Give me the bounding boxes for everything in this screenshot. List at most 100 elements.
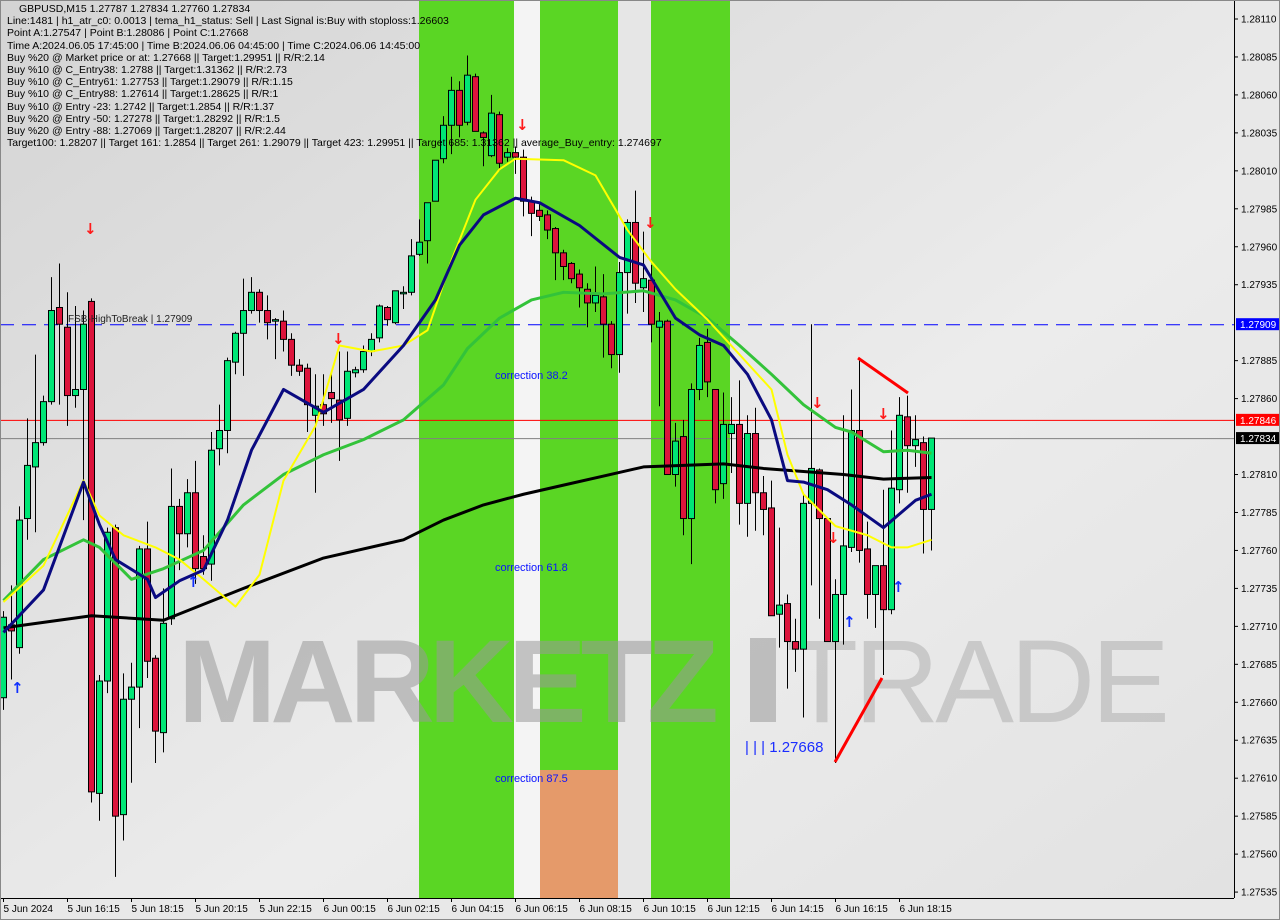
bull-candle-body <box>184 492 191 535</box>
candle <box>88 298 95 803</box>
x-tick-label: 5 Jun 16:15 <box>68 904 121 915</box>
bull-candle-body <box>128 686 135 700</box>
bull-candle-body <box>392 290 399 324</box>
bear-candle-body <box>152 657 159 732</box>
x-tick-label: 6 Jun 14:15 <box>772 904 825 915</box>
y-tick-label: 1.27610 <box>1241 774 1278 785</box>
candle <box>40 395 47 446</box>
bear-candle-body <box>736 423 743 504</box>
candle <box>624 219 631 314</box>
candle <box>656 312 663 407</box>
bull-candle-body <box>408 255 415 293</box>
x-tick-label: 6 Jun 04:15 <box>452 904 505 915</box>
trendline-up[interactable] <box>833 677 884 763</box>
candle <box>448 76 455 155</box>
candle <box>912 415 919 467</box>
candle <box>432 159 439 202</box>
bull-candle-body <box>232 332 239 363</box>
bear-candle-body <box>112 527 119 817</box>
bull-candle-body <box>208 449 215 565</box>
light-stripe <box>618 0 651 898</box>
trendline-down[interactable] <box>857 356 909 395</box>
x-tick-label: 6 Jun 10:15 <box>644 904 697 915</box>
candle <box>568 261 575 284</box>
bear-candle-body <box>768 507 775 617</box>
y-tick-label: 1.27560 <box>1241 850 1278 861</box>
candle <box>920 436 927 554</box>
sell-arrow-icon: ↓ <box>644 214 657 232</box>
info-line: Buy %10 @ C_Entry38: 1.2788 || Target:1.… <box>7 64 287 77</box>
info-line: Buy %20 @ Entry -88: 1.27069 || Target:1… <box>7 125 286 138</box>
candle <box>816 468 823 619</box>
info-line: Buy %20 @ Entry -50: 1.27278 || Target:1… <box>7 112 280 125</box>
bear-candle-body <box>288 338 295 366</box>
bear-candle-body <box>304 367 311 406</box>
y-tick-label: 1.27760 <box>1241 546 1278 557</box>
candle <box>776 527 783 648</box>
ma-line-ma_green <box>2 289 932 602</box>
sell-arrow-icon: ↓ <box>877 405 890 423</box>
bear-candle-body <box>336 399 343 421</box>
bull-candle-body <box>840 545 847 595</box>
ma-line-ma_yellow <box>2 157 932 608</box>
sell-arrow-icon: ↓ <box>332 330 345 348</box>
x-tick-label: 6 Jun 18:15 <box>900 904 953 915</box>
correction-38-label: correction 38.2 <box>495 370 568 382</box>
bull-candle-body <box>160 622 167 734</box>
time-axis[interactable]: 5 Jun 2024 5 Jun 16:15 5 Jun 18:15 5 Jun 20… <box>3 898 953 915</box>
bull-candle-body <box>688 388 695 520</box>
candle <box>552 227 559 281</box>
x-tick-label: 5 Jun 22:15 <box>260 904 313 915</box>
candle <box>592 266 599 313</box>
bear-candle-body <box>632 221 639 284</box>
candle <box>224 357 231 454</box>
candle <box>176 498 183 571</box>
candle <box>240 278 247 376</box>
candle <box>864 521 871 619</box>
candle <box>344 351 351 426</box>
candle <box>232 331 239 375</box>
candle <box>720 392 727 499</box>
x-tick-label: 6 Jun 12:15 <box>708 904 761 915</box>
candle <box>784 594 791 689</box>
bull-candle-body <box>80 323 87 390</box>
candle <box>752 407 759 531</box>
candle <box>632 190 639 303</box>
price-tag-label: 1.27909 <box>1240 320 1277 331</box>
candle <box>248 277 255 314</box>
bull-candle-body <box>48 310 55 403</box>
bear-candle-body <box>880 565 887 611</box>
watermark-left: MARKETZ <box>178 616 716 748</box>
candle <box>216 404 223 466</box>
candles <box>0 55 935 877</box>
bear-candle-body <box>904 416 911 447</box>
candle <box>328 374 335 423</box>
candle <box>272 318 279 360</box>
info-line: Target100: 1.28207 || Target 161: 1.2854… <box>7 137 662 150</box>
candle <box>416 219 423 256</box>
bull-candle-body <box>896 414 903 491</box>
candle <box>616 261 623 373</box>
y-tick-label: 1.28110 <box>1241 15 1277 26</box>
candle <box>440 116 447 164</box>
bull-candle-body <box>72 388 79 397</box>
candle <box>192 460 199 584</box>
x-tick-label: 5 Jun 18:15 <box>132 904 185 915</box>
info-line: Line:1481 | h1_atr_c0: 0.0013 | tema_h1_… <box>7 15 449 28</box>
price-axis[interactable]: 1.28110 1.28085 1.28060 1.28035 1.28010 1.279… <box>1234 15 1278 899</box>
bull-candle-body <box>352 369 359 374</box>
sell-arrow-icon: ↓ <box>811 394 824 412</box>
bull-candle-body <box>592 294 599 304</box>
candle <box>408 239 415 296</box>
y-tick-label: 1.27735 <box>1241 584 1278 595</box>
bull-candle-body <box>504 152 511 158</box>
candle <box>152 655 159 764</box>
bear-candle-body <box>176 505 183 535</box>
bear-candle-body <box>560 252 567 267</box>
bear-candle-body <box>264 310 271 324</box>
ma-line-ma_fast <box>2 196 933 634</box>
candle <box>256 289 263 323</box>
candle <box>288 333 295 376</box>
bear-candle-body <box>88 300 95 793</box>
